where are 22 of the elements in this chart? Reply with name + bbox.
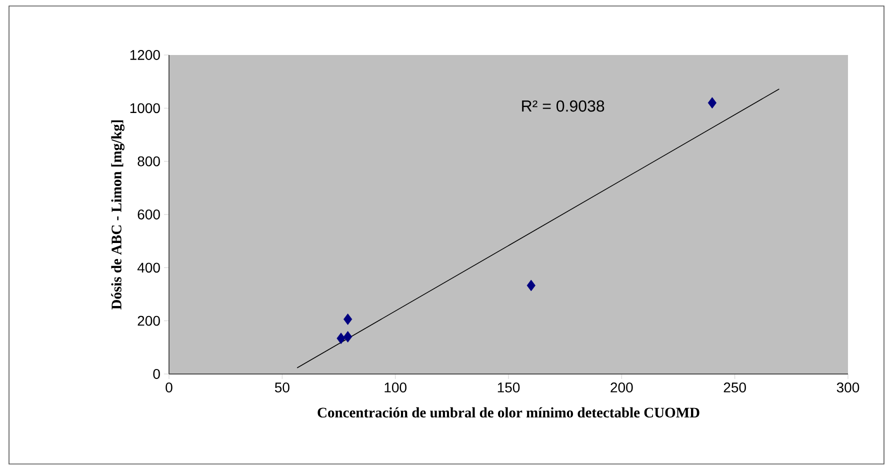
y-tick-label: 0: [153, 369, 160, 379]
point: [343, 331, 352, 342]
y-axis-title: Dósis de ABC - Limon [mg/kg]: [111, 120, 124, 310]
y-tick-label: 600: [138, 210, 160, 220]
x-tick-label: 150: [498, 382, 520, 392]
x-tick-label: 300: [836, 382, 860, 392]
y-tick-label: 1200: [130, 50, 160, 60]
x-tick-label: 0: [166, 382, 172, 392]
x-tick-label: 100: [384, 382, 406, 392]
y-tick-label: 400: [137, 262, 160, 273]
point: [343, 314, 352, 325]
y-tick-label: 800: [138, 156, 160, 166]
y-tick-label: 1000: [130, 103, 160, 114]
annotation: R² = 0.9038: [522, 100, 604, 112]
x-tick-label: 200: [610, 382, 633, 392]
x-tick-label: 50: [274, 382, 290, 392]
point: [708, 97, 717, 109]
x-tick-label: 250: [724, 382, 746, 392]
y-tick-label: 200: [138, 316, 160, 326]
point: [526, 280, 536, 292]
point: [336, 332, 346, 344]
x-axis-title: Concentración de umbral de olor mínimo detectable CUOMD: [318, 407, 700, 418]
